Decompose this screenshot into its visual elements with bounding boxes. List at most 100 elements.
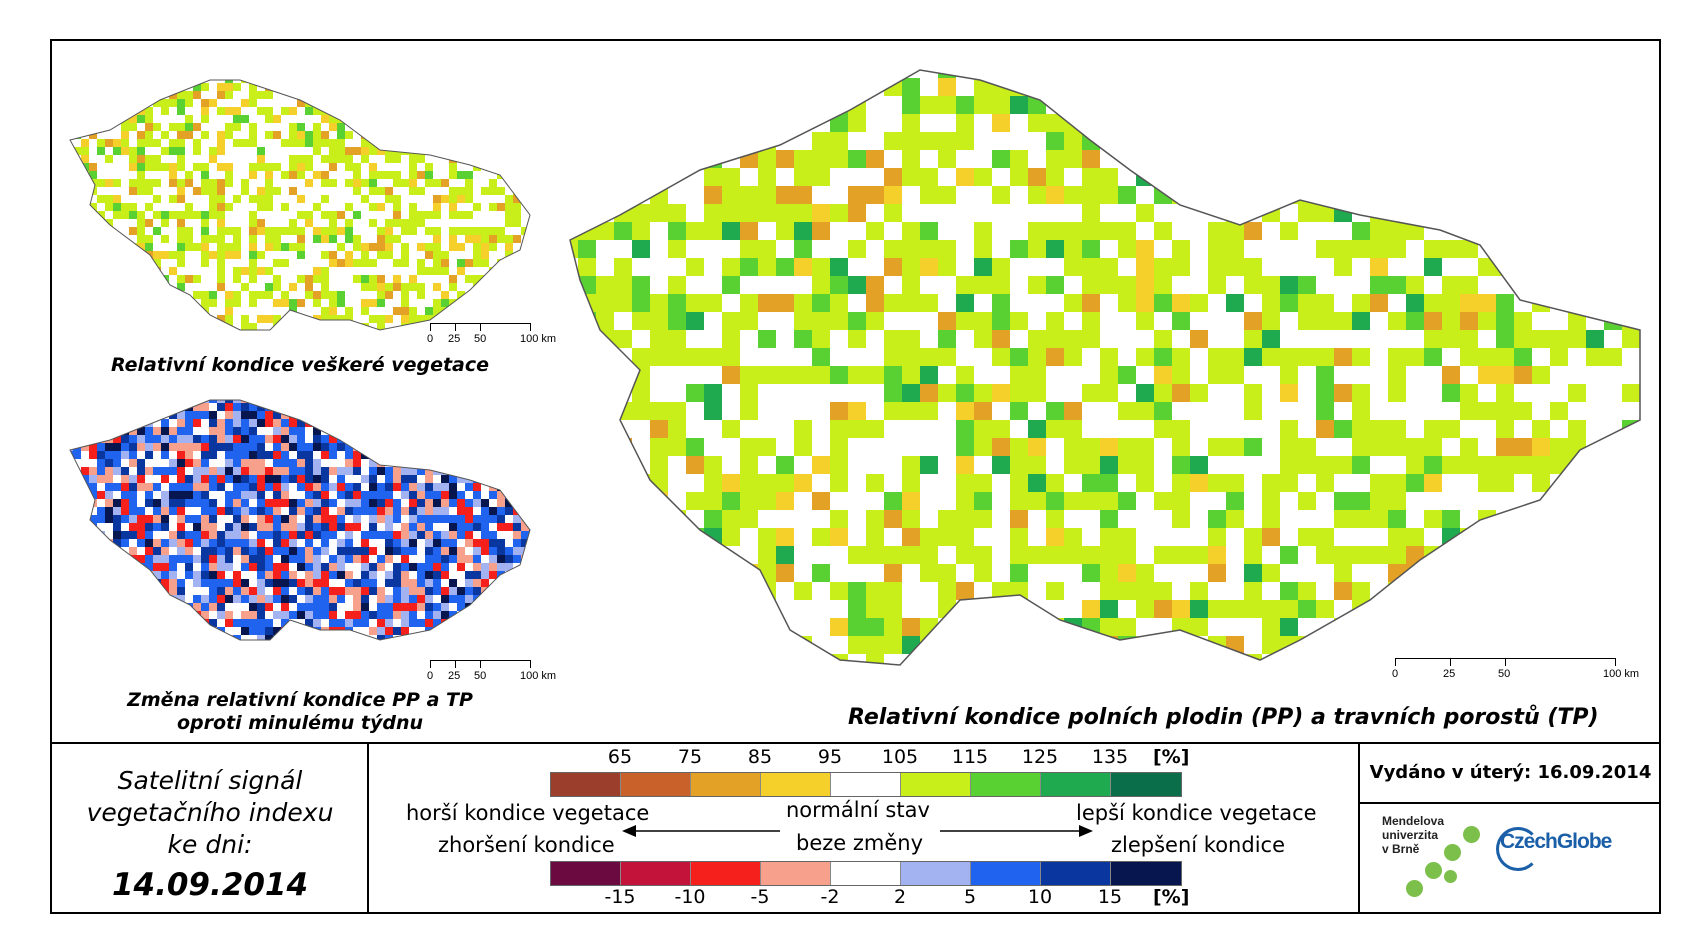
map-cell: [1028, 348, 1046, 366]
map-cell: [481, 491, 489, 499]
map-cell: [329, 603, 337, 611]
legend-bottom-swatch: [901, 862, 971, 885]
map-cell: [129, 435, 137, 443]
map-cell: [1100, 438, 1118, 456]
map-cell: [1010, 240, 1028, 258]
map-cell: [1262, 636, 1280, 654]
map-cell: [578, 240, 596, 258]
map-cell: [161, 443, 169, 451]
map-cell: [337, 147, 345, 155]
map-cell: [393, 563, 401, 571]
map-cell: [241, 419, 249, 427]
map-cell: [153, 547, 161, 555]
map-cell: [345, 523, 353, 531]
map-cell: [794, 222, 812, 240]
map-cell: [505, 195, 513, 203]
map-cell: [257, 507, 265, 515]
map-cell: [321, 595, 329, 603]
map-cell: [417, 523, 425, 531]
map-cell: [313, 571, 321, 579]
map-cell: [758, 294, 776, 312]
map-cell: [401, 555, 409, 563]
map-cell: [433, 195, 441, 203]
map-cell: [457, 515, 465, 523]
map-cell: [794, 294, 812, 312]
map-cell: [353, 507, 361, 515]
map-cell: [121, 467, 129, 475]
map-cell: [233, 411, 241, 419]
map-cell: [201, 571, 209, 579]
map-cell: [992, 330, 1010, 348]
map-cell: [1496, 348, 1514, 366]
map-cell: [1352, 294, 1370, 312]
legend-bottom-value: 5: [963, 886, 977, 908]
map-cell: [1298, 348, 1316, 366]
map-cell: [465, 563, 473, 571]
map-cell: [177, 435, 185, 443]
map-cell: [449, 571, 457, 579]
map-cell: [1244, 546, 1262, 564]
map-cell: [1046, 132, 1064, 150]
map-cell: [89, 163, 97, 171]
map-cell: [345, 555, 353, 563]
map-cell: [377, 579, 385, 587]
map-cell: [297, 483, 305, 491]
map-cell: [273, 603, 281, 611]
map-cell: [884, 240, 902, 258]
map-cell: [177, 563, 185, 571]
map-cell: [1478, 402, 1496, 420]
map-cell: [153, 427, 161, 435]
map-cell: [1046, 420, 1064, 438]
map-cell: [1010, 456, 1028, 474]
map-cell: [570, 240, 578, 258]
map-cell: [305, 523, 313, 531]
legend-worse-change: zhoršení kondice: [438, 833, 615, 857]
map-cell: [417, 571, 425, 579]
map-cell: [305, 611, 313, 619]
map-cell: [361, 459, 369, 467]
map-cell: [225, 227, 233, 235]
map-cell: [281, 571, 289, 579]
map-cell: [249, 403, 257, 411]
map-cell: [225, 315, 233, 323]
map-cell: [201, 555, 209, 563]
map-cell: [81, 467, 89, 475]
map-cell: [1406, 294, 1424, 312]
map-cell: [329, 595, 337, 603]
map-cell: [265, 131, 273, 139]
map-cell: [686, 294, 704, 312]
map-cell: [1118, 582, 1136, 600]
map-cell: [313, 131, 321, 139]
map-cell: [121, 203, 129, 211]
map-cell: [305, 107, 313, 115]
map-cell: [249, 139, 257, 147]
map-cell: [321, 195, 329, 203]
map-cell: [241, 323, 249, 330]
map-cell: [1010, 348, 1028, 366]
map-cell: [161, 571, 169, 579]
map-cell: [369, 515, 377, 523]
map-cell: [249, 531, 257, 539]
map-cell: [201, 179, 209, 187]
map-cell: [113, 539, 121, 547]
map-cell: [393, 507, 401, 515]
map-cell: [153, 483, 161, 491]
map-cell: [129, 475, 137, 483]
map-cell: [758, 240, 776, 258]
map-cell: [1424, 456, 1442, 474]
map-cell: [217, 539, 225, 547]
legend-bottom-value: 10: [1027, 886, 1053, 908]
logo-dot: [1444, 870, 1457, 883]
map-cell: [297, 451, 305, 459]
legend-top-swatch: [621, 773, 691, 796]
map-cell: [465, 195, 473, 203]
map-cell: [393, 619, 401, 627]
map-cell: [81, 155, 89, 163]
map-cell: [105, 467, 113, 475]
map-cell: [974, 420, 992, 438]
map-cell: [185, 587, 193, 595]
map-cell: [217, 427, 225, 435]
map-cell: [297, 139, 305, 147]
map-cell: [345, 227, 353, 235]
map-cell: [169, 427, 177, 435]
